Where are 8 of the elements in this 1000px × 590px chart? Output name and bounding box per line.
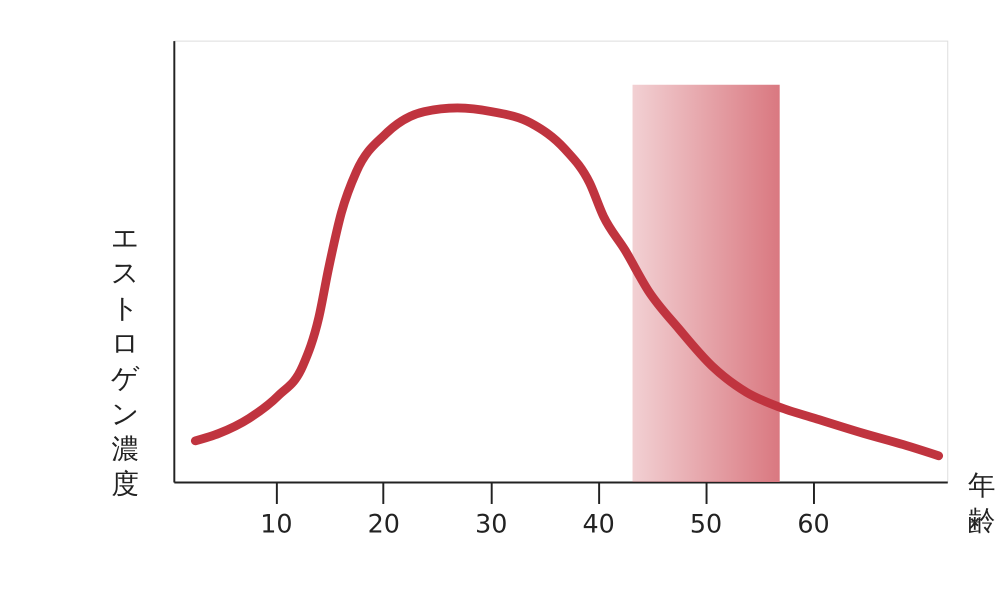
x-tick-label: 20 <box>368 508 400 538</box>
x-tick-label: 40 <box>582 508 615 538</box>
x-tick-label: 10 <box>260 508 293 538</box>
x-tick-label: 50 <box>690 508 722 538</box>
x-tick-label: 30 <box>475 508 508 538</box>
x-axis-title: 年齢 <box>968 470 995 537</box>
y-axis-title: エストロゲン濃度 <box>111 223 139 500</box>
x-tick-label: 60 <box>797 508 830 538</box>
